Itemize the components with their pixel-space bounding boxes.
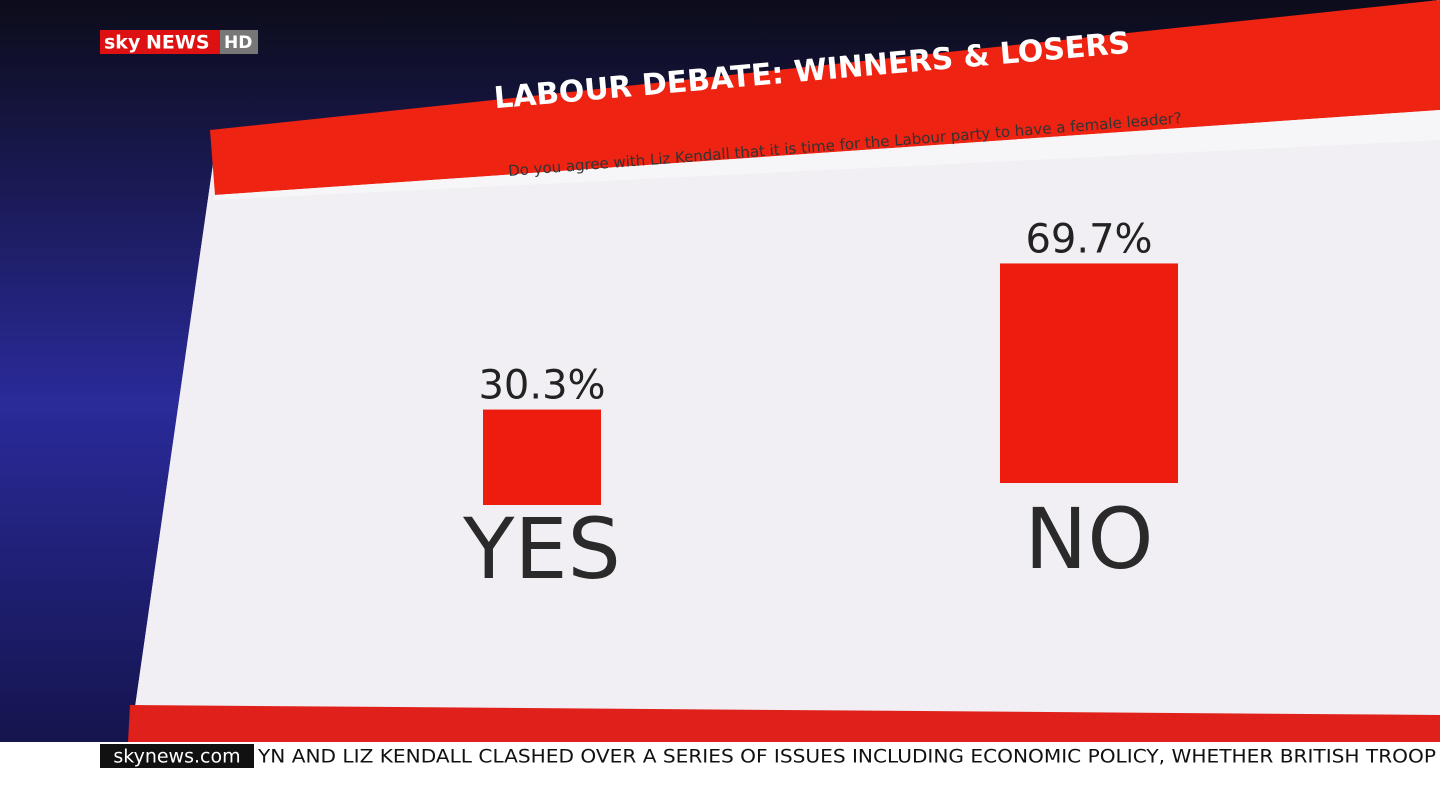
ticker-text: YN AND LIZ KENDALL CLASHED OVER A SERIES…: [257, 746, 1436, 768]
logo-hd: HD: [224, 33, 252, 53]
title-band: [210, 0, 1440, 195]
bar-group: 30.3% YES 69.7% NO: [462, 216, 1178, 598]
ticker-source-box: [100, 744, 254, 768]
bar: [1000, 263, 1178, 483]
category-label: YES: [462, 500, 621, 598]
logo-sky: sky: [104, 32, 141, 54]
value-label: 30.3%: [478, 363, 605, 409]
value-label: 69.7%: [1025, 216, 1152, 262]
logo-news: NEWS: [146, 32, 210, 54]
ticker-source: skynews.com: [113, 746, 240, 768]
logo-box: [100, 30, 220, 54]
bar: [483, 409, 601, 505]
subtitle-band: [213, 110, 1440, 200]
bottom-band: [128, 705, 1440, 742]
logo-hd-box: [220, 30, 258, 54]
category-label: NO: [1025, 490, 1154, 588]
